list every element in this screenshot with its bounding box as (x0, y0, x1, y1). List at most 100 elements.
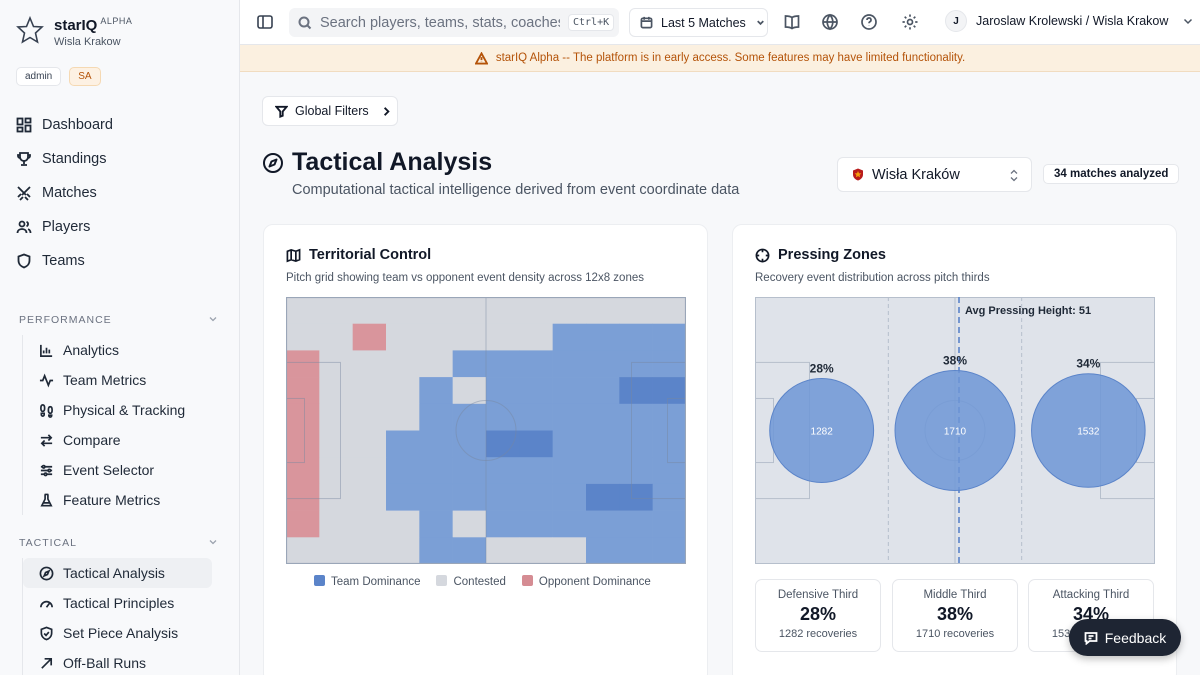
compass-icon (263, 153, 283, 173)
team-crest-icon (853, 168, 863, 181)
arrows-compare-icon (40, 433, 53, 447)
pressing-count-label: 1282 (811, 427, 834, 438)
zone-cell (586, 537, 620, 564)
search-icon (298, 16, 312, 29)
nav-teams[interactable]: Teams (0, 244, 240, 278)
crosshair-icon (755, 248, 770, 262)
zone-cell (352, 377, 387, 405)
nav-analytics[interactable]: Analytics (23, 335, 212, 365)
help-icon[interactable] (860, 13, 878, 31)
team-select[interactable]: Wisła Kraków (837, 157, 1032, 192)
tactical-section-label: TACTICAL (19, 537, 77, 549)
nav-physical-tracking[interactable]: Physical & Tracking (23, 395, 212, 425)
zone-cell (486, 297, 520, 324)
nav-event-selector[interactable]: Event Selector (23, 455, 212, 485)
search-bar[interactable]: Ctrl+K (289, 8, 619, 37)
zone-cell (419, 510, 453, 538)
zone-cell (519, 537, 553, 564)
nav-label: Off-Ball Runs (63, 655, 146, 671)
zone-cell (552, 297, 587, 324)
zone-cell (586, 430, 620, 458)
zone-cell (352, 430, 387, 458)
zone-cell (519, 323, 553, 351)
alpha-tag: ALPHA (100, 16, 133, 26)
zone-cell (386, 377, 420, 405)
chevron-updown-icon (1010, 169, 1018, 182)
zone-cell (552, 323, 587, 351)
zone-cell (519, 457, 553, 485)
zone-cell (519, 350, 553, 378)
book-icon[interactable] (783, 13, 801, 31)
feedback-button[interactable]: Feedback (1069, 619, 1181, 656)
nav-label: Compare (63, 432, 121, 448)
zone-cell (352, 297, 387, 324)
nav-label: Teams (42, 253, 85, 269)
settings-icon[interactable] (901, 13, 919, 31)
zone-cell (486, 377, 520, 405)
zone-cell (519, 483, 553, 511)
zone-cell (619, 457, 653, 485)
zone-cell (452, 483, 487, 511)
card-title: Pressing Zones (755, 247, 886, 263)
global-filters-button[interactable]: Global Filters (262, 96, 398, 126)
legend-swatch (314, 575, 325, 586)
nav-dashboard[interactable]: Dashboard (0, 108, 240, 142)
nav-tactical-analysis[interactable]: Tactical Analysis (23, 558, 212, 588)
nav-label: Team Metrics (63, 372, 147, 388)
zone-cell (586, 510, 620, 538)
nav-label: Dashboard (42, 117, 113, 133)
nav-compare[interactable]: Compare (23, 425, 212, 455)
zone-cell (419, 537, 453, 564)
nav-tactical-principles[interactable]: Tactical Principles (23, 588, 212, 618)
legend-opponent: Opponent Dominance (521, 575, 651, 588)
search-input[interactable] (320, 14, 560, 31)
zone-cell (386, 350, 420, 378)
zone-cell (286, 430, 320, 458)
zone-cell (486, 403, 520, 431)
globe-icon[interactable] (821, 13, 839, 31)
territorial-pitch-grid (286, 297, 686, 564)
zone-cell (419, 403, 453, 431)
nav-feature-metrics[interactable]: Feature Metrics (23, 485, 212, 515)
zone-cell (486, 510, 520, 538)
zone-cell (452, 350, 487, 378)
zone-cell (552, 430, 587, 458)
user-menu[interactable]: J Jaroslaw Krolewski / Wisla Krakow (945, 10, 1195, 32)
chevron-down-icon[interactable] (208, 314, 218, 324)
zone-cell (319, 457, 353, 485)
zone-cell (419, 483, 453, 511)
zone-cell (619, 403, 653, 431)
zone-cell (386, 510, 420, 538)
pressing-bubble (894, 370, 1016, 491)
zone-cell (352, 403, 387, 431)
match-range-select[interactable]: Last 5 Matches (629, 8, 768, 37)
legend-contested: Contested (436, 575, 506, 588)
nav-matches[interactable]: Matches (0, 176, 240, 210)
nav-team-metrics[interactable]: Team Metrics (23, 365, 212, 395)
chevron-down-icon[interactable] (208, 537, 218, 547)
zone-cell (552, 350, 587, 378)
nav-standings[interactable]: Standings (0, 142, 240, 176)
nav-label: Analytics (63, 342, 120, 358)
zone-cell (486, 430, 520, 458)
nav-label: Standings (42, 151, 107, 167)
zone-cell (552, 537, 587, 564)
brand-name: starIQ ALPHA (54, 16, 133, 34)
zone-cell (586, 377, 620, 405)
zone-cell (619, 350, 653, 378)
zone-cell (352, 350, 387, 378)
zone-cell (286, 510, 320, 538)
zone-cell (419, 377, 453, 405)
nav-set-piece-analysis[interactable]: Set Piece Analysis (23, 618, 212, 648)
zone-cell (586, 403, 620, 431)
sidebar-toggle-icon[interactable] (256, 13, 274, 31)
nav-off-ball-runs[interactable]: Off-Ball Runs (23, 648, 212, 675)
brand[interactable]: starIQ ALPHA Wisla Krakow (16, 16, 132, 48)
zone-cell (386, 537, 420, 564)
stat-label: Middle Third (923, 589, 987, 601)
nav-players[interactable]: Players (0, 210, 240, 244)
page-title: Tactical Analysis (292, 148, 493, 176)
stat-label: Attacking Third (1052, 589, 1130, 601)
matches-analyzed-badge: 34 matches analyzed (1043, 164, 1180, 184)
zone-cell (419, 430, 453, 458)
